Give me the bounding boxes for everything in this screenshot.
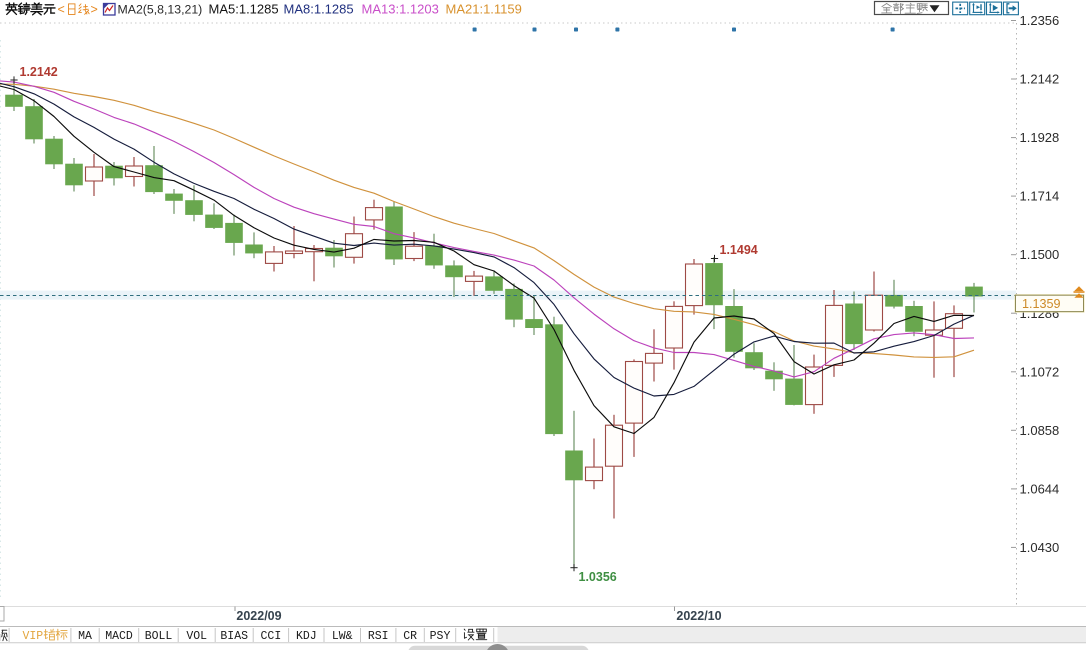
svg-text:1.1359: 1.1359: [1022, 297, 1061, 311]
svg-text:CCI: CCI: [261, 630, 282, 643]
svg-text:1.2142: 1.2142: [1020, 72, 1060, 87]
svg-text:MA8:1.1285: MA8:1.1285: [284, 2, 354, 17]
svg-text:1.1714: 1.1714: [1020, 189, 1060, 204]
svg-text:1.0430: 1.0430: [1020, 540, 1060, 555]
svg-text:<: <: [58, 3, 65, 17]
svg-text:1.1072: 1.1072: [1020, 364, 1060, 379]
svg-text:CR: CR: [403, 630, 417, 643]
svg-text:VIP: VIP: [23, 630, 44, 643]
svg-text:MACD: MACD: [105, 630, 133, 643]
svg-text:VOL: VOL: [186, 630, 207, 643]
svg-text:BIAS: BIAS: [220, 630, 248, 643]
svg-text:LW&: LW&: [332, 630, 353, 643]
svg-text:1.1494: 1.1494: [720, 243, 758, 257]
svg-text:1.1500: 1.1500: [1020, 247, 1060, 262]
svg-text:1.1928: 1.1928: [1020, 130, 1060, 145]
svg-text:1.2142: 1.2142: [20, 65, 58, 79]
svg-text:2022/09: 2022/09: [236, 609, 281, 623]
svg-text:MA13:1.1203: MA13:1.1203: [362, 2, 439, 17]
svg-text:KDJ: KDJ: [296, 630, 317, 643]
svg-text:BOLL: BOLL: [145, 630, 173, 643]
svg-text:1.0644: 1.0644: [1020, 481, 1060, 496]
svg-text:MA5:1.1285: MA5:1.1285: [209, 2, 279, 17]
svg-text:PSY: PSY: [430, 630, 451, 643]
svg-text:RSI: RSI: [368, 630, 389, 643]
svg-text:MA21:1.1159: MA21:1.1159: [446, 2, 522, 17]
svg-text:MA: MA: [78, 630, 92, 643]
svg-text:1.2356: 1.2356: [1020, 13, 1060, 28]
svg-text:1.0858: 1.0858: [1020, 423, 1060, 438]
svg-text:1.0356: 1.0356: [579, 570, 617, 584]
svg-text:2022/10: 2022/10: [676, 609, 721, 623]
svg-text:>: >: [91, 3, 98, 17]
svg-text:MA2(5,8,13,21): MA2(5,8,13,21): [118, 3, 203, 17]
